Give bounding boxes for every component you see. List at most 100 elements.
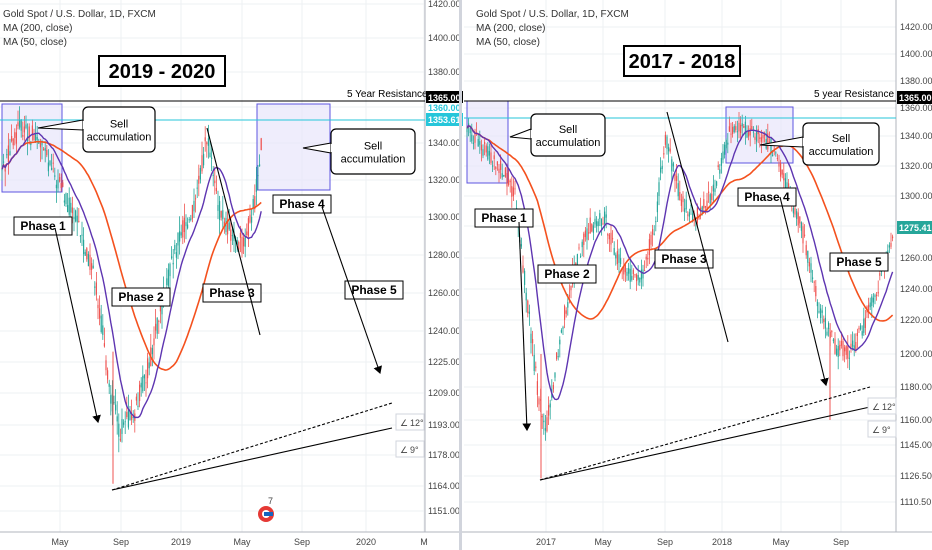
- candle-body: [608, 234, 610, 240]
- candle-body: [728, 126, 730, 132]
- y-tick-label: 1260.00: [428, 288, 461, 298]
- candle-body: [31, 125, 33, 136]
- candle-body: [736, 131, 738, 133]
- candle-body: [514, 188, 516, 190]
- candle-body: [784, 178, 786, 188]
- candle-body: [91, 263, 93, 270]
- candle-body: [498, 168, 500, 174]
- phase-label: Phase 2: [544, 267, 590, 281]
- y-tick-label: 1209.00: [428, 388, 461, 398]
- angle-readout-box: [867, 397, 897, 415]
- candle-body: [496, 161, 498, 166]
- candle-body: [624, 264, 626, 273]
- y-tick-label: 1380.00: [428, 67, 461, 77]
- candle-body: [754, 136, 756, 140]
- candle-body: [605, 214, 607, 218]
- candle-body: [674, 173, 676, 181]
- phase-label: Phase 1: [20, 219, 66, 233]
- candle-body: [99, 308, 101, 319]
- candle-body: [749, 128, 751, 136]
- y-tick-label: 1380.00: [900, 76, 932, 86]
- candle-body: [730, 133, 732, 135]
- candle-body: [95, 282, 97, 295]
- candle-body: [764, 134, 766, 137]
- candle-body: [137, 405, 139, 408]
- phase-label-box: [829, 252, 889, 272]
- y-tick-label: 1151.00: [428, 506, 460, 516]
- candle-body: [664, 134, 666, 145]
- candle-body: [818, 310, 820, 313]
- candle-body: [709, 194, 711, 204]
- candle-body: [671, 159, 673, 172]
- candle-body: [844, 347, 846, 352]
- candle-body: [701, 206, 703, 215]
- candle-body: [682, 196, 684, 203]
- y-tick-label: 1200.00: [900, 349, 932, 359]
- candle-body: [78, 220, 80, 222]
- candle-body: [260, 138, 262, 151]
- candle-body: [538, 398, 540, 405]
- candle-body: [639, 277, 641, 283]
- phase-label: Phase 5: [351, 283, 397, 297]
- candle-body: [231, 235, 233, 237]
- trend-line: [206, 127, 261, 336]
- candle-body: [488, 151, 490, 156]
- y-tick-label: 1110.50: [900, 497, 931, 507]
- x-tick-label: May: [594, 537, 612, 547]
- angle-icon: ∠: [400, 445, 408, 455]
- candle-body: [704, 206, 706, 208]
- candle-body: [188, 219, 190, 221]
- candle-body: [733, 126, 735, 133]
- candle-body: [845, 345, 847, 355]
- candle-body: [209, 152, 211, 158]
- candle-body: [174, 244, 176, 251]
- candle-body: [548, 405, 550, 416]
- candle-body: [580, 255, 582, 257]
- candle-body: [856, 332, 858, 337]
- price-tag-text: 1365.00: [899, 93, 932, 103]
- period-title: 2017 - 2018: [629, 51, 736, 73]
- candle-body: [716, 181, 718, 186]
- candle-body: [815, 286, 817, 297]
- candle-body: [28, 126, 30, 139]
- candle-body: [4, 168, 6, 172]
- candle-body: [151, 347, 153, 355]
- candle-body: [14, 132, 16, 138]
- x-tick-label: May: [233, 537, 251, 547]
- candle-body: [474, 132, 476, 143]
- y-tick-label: 1225.00: [428, 357, 461, 367]
- candle-body: [115, 404, 117, 411]
- candle-body: [533, 354, 535, 371]
- callout-text: Sell: [110, 119, 128, 131]
- candle-body: [127, 410, 129, 428]
- candle-body: [864, 317, 866, 328]
- candle-body: [751, 126, 753, 130]
- candle-body: [479, 141, 481, 145]
- candle-body: [185, 222, 187, 227]
- candle-body: [135, 396, 137, 401]
- candle-body: [477, 139, 479, 147]
- candle-body: [504, 167, 506, 177]
- candle-body: [871, 296, 873, 307]
- candle-body: [166, 278, 168, 286]
- candle-body: [698, 215, 700, 220]
- y-tick-label: 1400.00: [900, 49, 932, 59]
- y-tick-label: 1280.00: [428, 250, 461, 260]
- candle-body: [797, 212, 799, 226]
- candle-body: [613, 248, 615, 255]
- ma200-line: [466, 124, 894, 322]
- panel-divider: [459, 0, 462, 550]
- candle-body: [568, 295, 570, 297]
- candle-body: [239, 232, 241, 238]
- candle-body: [172, 262, 174, 265]
- candle-body: [724, 144, 726, 155]
- candle-body: [201, 155, 203, 172]
- candle-body: [836, 348, 838, 356]
- y-tick-label: 1126.50: [900, 471, 932, 481]
- candle-body: [877, 291, 879, 294]
- phase-arrow: [518, 221, 532, 432]
- candle-body: [863, 318, 865, 333]
- price-tag-text: 1353.61: [428, 115, 461, 125]
- candle-body: [233, 231, 235, 241]
